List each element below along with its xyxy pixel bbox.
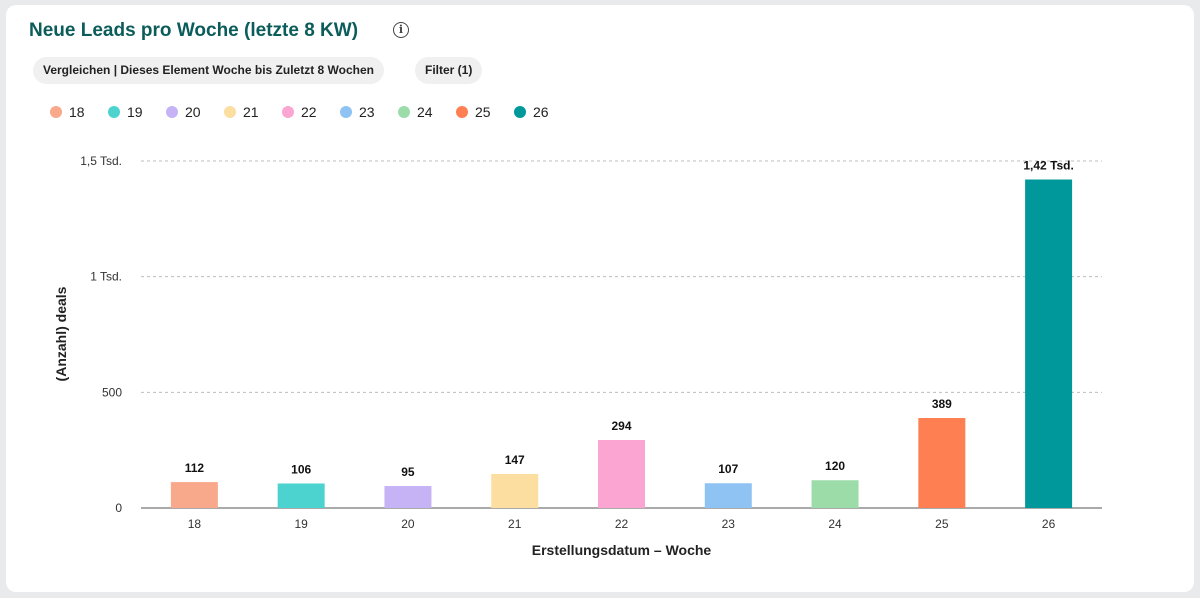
- legend-label: 24: [417, 104, 433, 120]
- legend-item[interactable]: 22: [282, 104, 340, 120]
- data-label: 294: [611, 419, 631, 433]
- legend-swatch: [398, 106, 410, 118]
- chart-legend: 18 19 20 21 22 23 24 25 26: [50, 104, 572, 120]
- y-axis-title: (Anzahl) deals: [53, 286, 69, 381]
- legend-item[interactable]: 21: [224, 104, 282, 120]
- legend-item[interactable]: 18: [50, 104, 108, 120]
- legend-label: 26: [533, 104, 549, 120]
- legend-label: 19: [127, 104, 143, 120]
- bar: [1025, 179, 1073, 509]
- legend-item[interactable]: 20: [166, 104, 224, 120]
- legend-swatch: [514, 106, 526, 118]
- legend-swatch: [166, 106, 178, 118]
- legend-item[interactable]: 23: [340, 104, 398, 120]
- bar: [704, 483, 752, 508]
- y-tick-label: 0: [115, 501, 122, 515]
- bar: [277, 483, 325, 508]
- x-tick-label: 25: [935, 517, 949, 531]
- data-label: 147: [505, 453, 525, 467]
- data-label: 112: [185, 461, 205, 475]
- x-tick-label: 20: [401, 517, 415, 531]
- x-tick-label: 26: [1042, 517, 1056, 531]
- x-tick-label: 22: [615, 517, 629, 531]
- data-label: 106: [291, 462, 311, 476]
- y-tick-label: 1 Tsd.: [90, 270, 122, 284]
- filter-chip[interactable]: Filter (1): [415, 57, 483, 84]
- bar: [918, 418, 966, 508]
- legend-swatch: [108, 106, 120, 118]
- legend-label: 21: [243, 104, 259, 120]
- data-label: 95: [401, 465, 415, 479]
- y-tick-label: 500: [102, 385, 122, 399]
- data-label: 389: [932, 397, 952, 411]
- legend-label: 20: [185, 104, 201, 120]
- data-label: 1,42 Tsd.: [1023, 159, 1073, 173]
- x-tick-label: 23: [722, 517, 736, 531]
- legend-item[interactable]: 25: [456, 104, 514, 120]
- legend-swatch: [340, 106, 352, 118]
- bar: [170, 482, 218, 508]
- x-tick-label: 24: [828, 517, 842, 531]
- legend-swatch: [282, 106, 294, 118]
- legend-label: 22: [301, 104, 317, 120]
- legend-swatch: [224, 106, 236, 118]
- legend-item[interactable]: 19: [108, 104, 166, 120]
- data-label: 120: [825, 459, 845, 473]
- legend-label: 25: [475, 104, 491, 120]
- legend-swatch: [50, 106, 62, 118]
- x-tick-label: 18: [188, 517, 202, 531]
- legend-item[interactable]: 24: [398, 104, 456, 120]
- bar: [491, 473, 539, 508]
- x-tick-label: 21: [508, 517, 522, 531]
- bar: [598, 439, 645, 508]
- bar: [811, 480, 859, 508]
- data-label: 107: [718, 462, 738, 476]
- info-icon[interactable]: i: [393, 22, 409, 38]
- bar: [384, 486, 432, 508]
- compare-chip[interactable]: Vergleichen | Dieses Element Woche bis Z…: [33, 57, 385, 84]
- legend-label: 23: [359, 104, 375, 120]
- y-tick-label: 1,5 Tsd.: [80, 154, 122, 168]
- legend-item[interactable]: 26: [514, 104, 572, 120]
- x-tick-label: 19: [294, 517, 308, 531]
- chart-title: Neue Leads pro Woche (letzte 8 KW): [29, 20, 359, 41]
- legend-swatch: [456, 106, 468, 118]
- x-axis-title: Erstellungsdatum – Woche: [532, 542, 712, 558]
- legend-label: 18: [69, 104, 85, 120]
